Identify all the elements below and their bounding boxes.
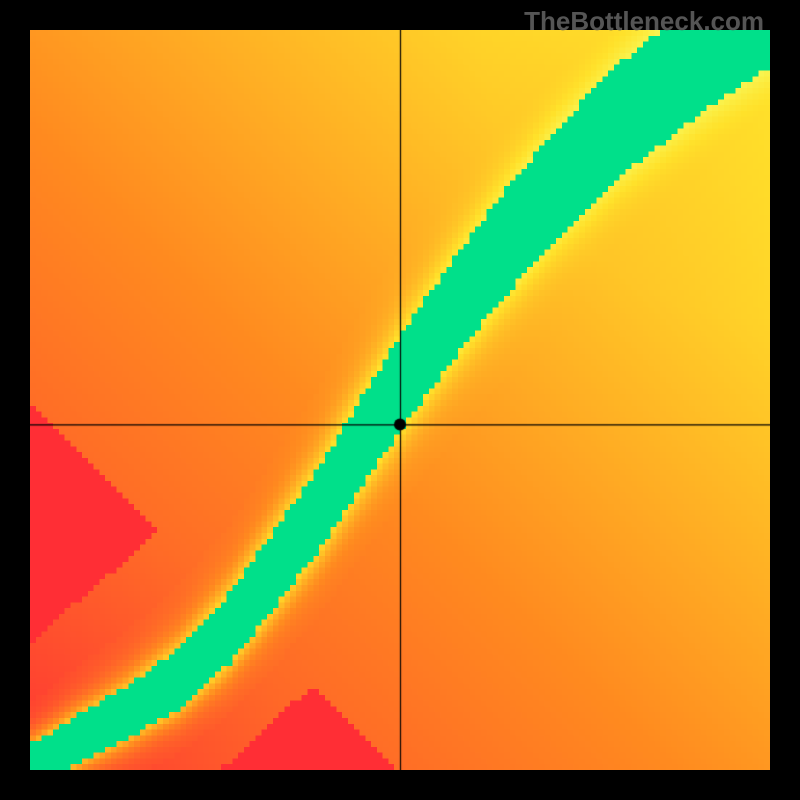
chart-stage: TheBottleneck.com (0, 0, 800, 800)
bottleneck-heatmap (30, 30, 770, 770)
